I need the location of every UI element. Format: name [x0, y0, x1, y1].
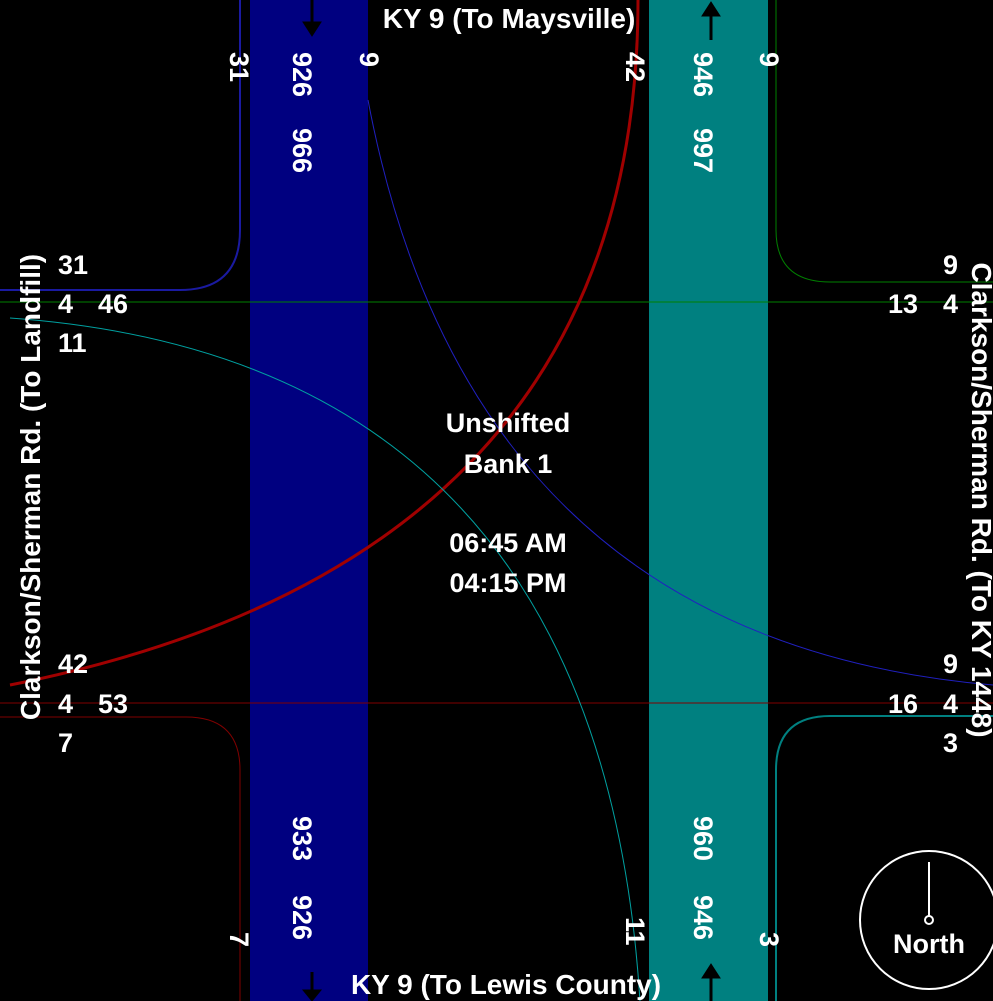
teal-turn-curve	[9, 317, 641, 1001]
west-b-top: 42	[58, 649, 88, 679]
west-mid-left: 4	[58, 289, 73, 319]
south-road-label: KY 9 (To Lewis County)	[351, 969, 661, 1000]
west-b-low: 7	[58, 728, 73, 758]
north-sb-left: 31	[224, 52, 254, 82]
arrow-up-icon	[701, 963, 721, 1001]
west-b-mid-left: 4	[58, 689, 73, 719]
west-road-label: Clarkson/Sherman Rd. (To Landfill)	[15, 254, 46, 720]
north-nb-out: 997	[688, 128, 718, 173]
sw-corner-curve	[0, 716, 241, 1001]
east-b-mid-left: 16	[888, 689, 918, 719]
south-sb-total: 926	[287, 895, 317, 940]
south-nb-right: 3	[754, 932, 784, 947]
south-nb-total: 946	[688, 895, 718, 940]
north-sb-in: 966	[287, 128, 317, 173]
west-top: 31	[58, 250, 88, 280]
compass-label: North	[893, 929, 965, 959]
west-low: 11	[58, 328, 87, 358]
center-bank-label: Bank 1	[464, 449, 553, 479]
south-sb-left: 7	[224, 932, 254, 947]
center-time-pm: 04:15 PM	[449, 568, 566, 598]
north-nb-right: 9	[754, 52, 784, 67]
south-sb-out: 933	[287, 816, 317, 861]
north-nb-left: 42	[620, 52, 650, 82]
southbound-band	[250, 0, 368, 1001]
northbound-band	[649, 0, 768, 1001]
north-sb-right: 9	[354, 52, 384, 67]
north-compass-icon	[859, 850, 993, 990]
arrow-up-icon	[701, 1, 721, 40]
east-b-low: 3	[943, 728, 958, 758]
east-b-top: 9	[943, 649, 958, 679]
north-sb-total: 926	[287, 52, 317, 97]
north-road-label: KY 9 (To Maysville)	[383, 3, 636, 34]
ne-corner-curve	[775, 0, 993, 283]
arrow-down-icon	[301, 972, 323, 1001]
west-mid-right: 46	[98, 289, 128, 319]
north-nb-total: 946	[688, 52, 718, 97]
east-top: 9	[943, 250, 958, 280]
west-b-mid-right: 53	[98, 689, 128, 719]
east-mid-left: 13	[888, 289, 918, 319]
blue-turn-curve	[367, 99, 993, 686]
east-road-label: Clarkson/Sherman Rd. (To KY 1448)	[966, 262, 993, 737]
arrow-down-icon	[302, 0, 322, 37]
south-nb-in: 960	[688, 816, 718, 861]
left-turn-arc-red	[9, 0, 640, 687]
east-b-mid-right: 4	[943, 689, 958, 719]
se-corner-curve	[775, 715, 993, 1001]
east-mid-right: 4	[943, 289, 958, 319]
south-nb-left: 11	[620, 917, 650, 946]
nw-corner-curve	[0, 0, 241, 291]
center-time-am: 06:45 AM	[449, 528, 567, 558]
center-mode-label: Unshifted	[446, 408, 571, 438]
